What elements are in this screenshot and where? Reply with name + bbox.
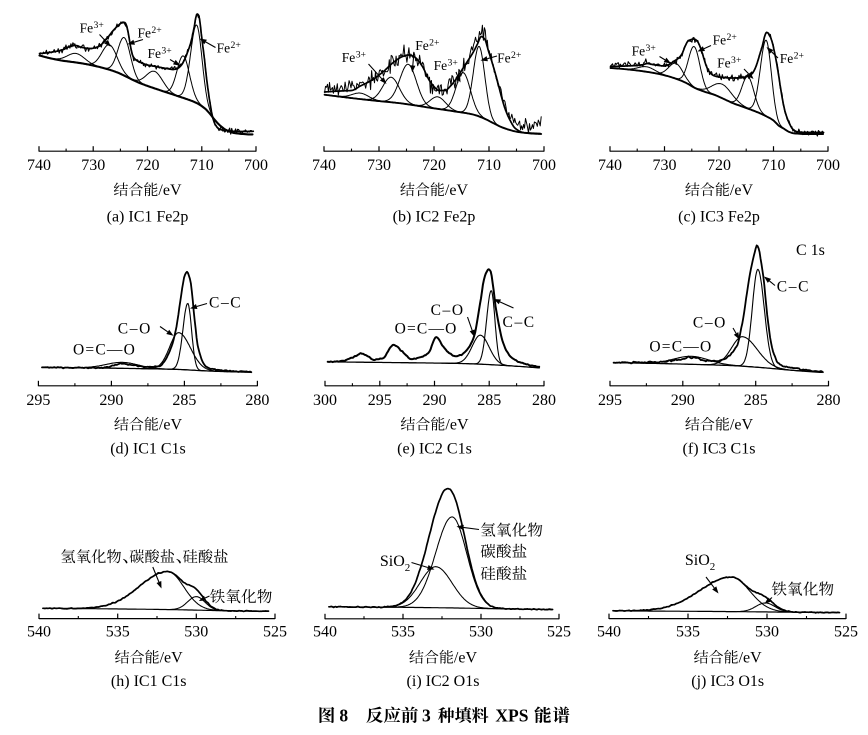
svg-text:540: 540 [597,624,621,641]
svg-text:Fe: Fe [80,20,94,35]
svg-text:2+: 2+ [429,38,439,49]
svg-text:/eV: /eV [730,417,754,434]
svg-text:720: 720 [136,157,160,174]
svg-text:295: 295 [368,392,392,409]
svg-text:/eV: /eV [739,650,763,667]
svg-text:740: 740 [312,157,336,174]
svg-text:280: 280 [245,392,269,409]
svg-text:710: 710 [477,157,501,174]
svg-text:8: 8 [339,706,348,726]
svg-text:2: 2 [405,562,411,574]
svg-text:730: 730 [81,157,105,174]
svg-text:290: 290 [671,392,695,409]
svg-text:3+: 3+ [161,46,171,57]
svg-text:C 1s: C 1s [796,242,825,259]
svg-text:280: 280 [532,392,556,409]
svg-text:2+: 2+ [794,51,804,62]
svg-text:C–C: C–C [209,295,242,312]
svg-text:700: 700 [532,157,556,174]
svg-text:280: 280 [817,392,841,409]
svg-text:535: 535 [106,624,130,641]
svg-text:740: 740 [598,157,622,174]
svg-text:Fe: Fe [148,46,162,61]
svg-text:290: 290 [99,392,123,409]
svg-text:2: 2 [710,561,716,573]
svg-text:535: 535 [676,624,700,641]
svg-text:710: 710 [762,157,786,174]
svg-text:O=C—O: O=C—O [395,321,458,338]
svg-text:(b) IC2 Fe2p: (b) IC2 Fe2p [393,209,476,226]
svg-text:(h) IC1 C1s: (h) IC1 C1s [111,673,187,690]
svg-text:710: 710 [190,157,214,174]
svg-text:/eV: /eV [454,650,478,667]
svg-text:Fe: Fe [217,41,231,56]
svg-text:Fe: Fe [632,43,646,58]
svg-text:3+: 3+ [731,55,741,66]
svg-text:/eV: /eV [158,182,182,199]
svg-text:295: 295 [26,392,50,409]
svg-text:XPS: XPS [495,706,528,726]
svg-text:3+: 3+ [94,20,104,31]
svg-text:720: 720 [422,157,446,174]
svg-text:290: 290 [423,392,447,409]
svg-text:700: 700 [244,157,268,174]
svg-text:(c) IC3 Fe2p: (c) IC3 Fe2p [678,209,760,226]
svg-text:(f) IC3 C1s: (f) IC3 C1s [683,441,756,458]
svg-text:525: 525 [263,624,287,641]
svg-text:O=C—O: O=C—O [73,342,136,359]
svg-text:2+: 2+ [151,25,161,36]
svg-text:Fe: Fe [138,26,152,41]
svg-text:Fe: Fe [780,51,794,66]
svg-text:2+: 2+ [511,50,521,61]
svg-text:2+: 2+ [231,40,241,51]
svg-text:3+: 3+ [356,50,366,61]
svg-text:740: 740 [27,157,51,174]
svg-text:/eV: /eV [730,182,754,199]
svg-text:C–C: C–C [777,279,810,296]
svg-text:Fe: Fe [717,56,731,71]
svg-text:530: 530 [755,624,779,641]
svg-text:530: 530 [469,624,493,641]
svg-text:3+: 3+ [646,43,656,54]
svg-text:(j) IC3 O1s: (j) IC3 O1s [691,673,764,690]
svg-text:285: 285 [172,392,196,409]
svg-text:Fe: Fe [434,58,448,73]
svg-text:C–O: C–O [431,302,465,319]
svg-text:C–O: C–O [118,321,152,338]
svg-text:SiO: SiO [380,553,405,570]
svg-text:3: 3 [422,706,431,726]
svg-text:730: 730 [653,157,677,174]
svg-text:/eV: /eV [445,182,469,199]
svg-text:720: 720 [707,157,731,174]
svg-text:(e) IC2 C1s: (e) IC2 C1s [397,441,472,458]
svg-text:535: 535 [391,624,415,641]
svg-text:Fe: Fe [415,38,429,53]
svg-text:540: 540 [313,624,337,641]
svg-text:2+: 2+ [727,32,737,43]
svg-text:525: 525 [547,624,571,641]
svg-text:C–O: C–O [693,315,727,332]
svg-text:/eV: /eV [160,650,184,667]
svg-text:Fe: Fe [497,51,511,66]
svg-text:(i) IC2 O1s: (i) IC2 O1s [407,673,480,690]
svg-text:525: 525 [834,624,858,641]
svg-text:530: 530 [184,624,208,641]
svg-text:Fe: Fe [342,50,356,65]
svg-text:295: 295 [598,392,622,409]
svg-text:O=C—O: O=C—O [649,339,712,356]
svg-text:(d) IC1 C1s: (d) IC1 C1s [110,441,186,458]
svg-text:285: 285 [744,392,768,409]
svg-text:700: 700 [816,157,840,174]
svg-text:/eV: /eV [445,417,469,434]
svg-text:730: 730 [367,157,391,174]
svg-text:(a) IC1 Fe2p: (a) IC1 Fe2p [107,209,189,226]
svg-text:3+: 3+ [448,58,458,69]
svg-text:300: 300 [313,392,337,409]
svg-text:540: 540 [27,624,51,641]
svg-text:SiO: SiO [685,552,710,569]
svg-text:C–C: C–C [503,314,536,331]
svg-text:/eV: /eV [159,417,183,434]
svg-text:285: 285 [477,392,501,409]
svg-text:Fe: Fe [713,33,727,48]
